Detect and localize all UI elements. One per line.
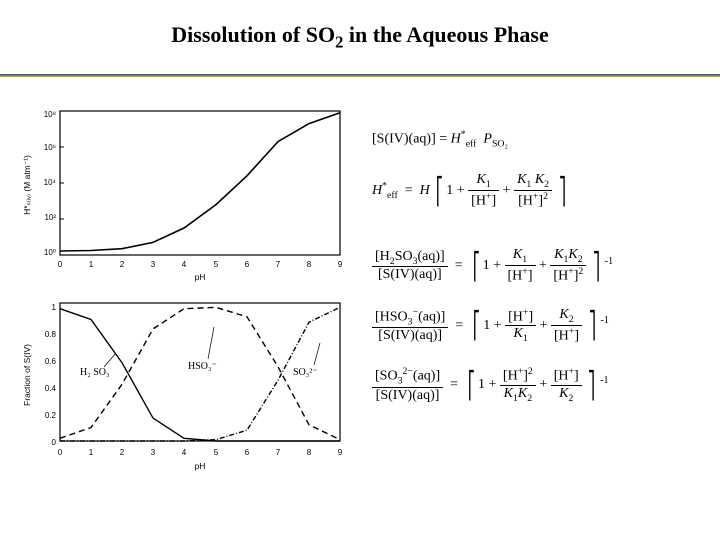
chart1-x-ticks: 0 1 2 3 4 5 6 7 8 9 [58,260,343,269]
eq-so3-fraction: [SO32−(aq)][S(IV)(aq)] = ⎡1 + [H+]2K1K2 … [372,366,702,403]
svg-text:0.4: 0.4 [45,384,57,393]
eq-siv-total: [S(IV)(aq)] = H*eff PSO₂ [372,129,702,149]
henry-constant-chart: 10⁰ 10² 10⁴ 10⁶ 10⁸ 0 1 2 3 [18,103,352,283]
chart1-xlabel: pH [195,272,206,282]
svg-text:0: 0 [58,448,63,457]
svg-text:1: 1 [89,448,94,457]
exp-neg1-b: -1 [601,315,609,326]
svg-text:0.2: 0.2 [45,411,57,420]
svg-text:1: 1 [52,303,57,312]
label-so3: SO₃²⁻ [293,367,318,378]
svg-text:0.8: 0.8 [45,330,57,339]
svg-text:4: 4 [182,260,187,269]
label-hso3: HSO₃⁻ [188,361,217,372]
speciation-chart: 0 0.2 0.4 0.6 0.8 1 0 1 2 3 4 5 6 7 [18,297,352,472]
svg-text:10⁰: 10⁰ [44,248,56,257]
svg-text:9: 9 [338,448,343,457]
chart2-xlabel: pH [195,461,206,471]
svg-text:10⁶: 10⁶ [44,143,56,152]
chart1-ylabel: H*ₛ₍ᵢᵥ₎ (M atm⁻¹) [22,155,32,215]
eq-hso3-fraction: [HSO3−(aq)][S(IV)(aq)] = ⎡1 + [H+]K1 + K… [372,307,702,344]
svg-text:6: 6 [245,448,250,457]
chart2-svg: 0 0.2 0.4 0.6 0.8 1 0 1 2 3 4 5 6 7 [18,297,352,472]
equations-column: [S(IV)(aq)] = H*eff PSO₂ H*eff = H ⎡1 + … [366,103,702,472]
svg-text:0: 0 [58,260,63,269]
svg-text:8: 8 [307,448,312,457]
content-row: 10⁰ 10² 10⁴ 10⁶ 10⁸ 0 1 2 3 [0,77,720,472]
charts-column: 10⁰ 10² 10⁴ 10⁶ 10⁸ 0 1 2 3 [18,103,352,472]
svg-text:7: 7 [276,260,281,269]
exp-neg1-a: -1 [605,256,613,267]
svg-text:6: 6 [245,260,250,269]
page-title: Dissolution of SO2 in the Aqueous Phase [0,0,720,64]
svg-text:8: 8 [307,260,312,269]
svg-text:10⁴: 10⁴ [44,178,57,187]
svg-text:3: 3 [151,448,156,457]
svg-text:10⁸: 10⁸ [44,110,56,119]
chart2-ylabel: Fraction of S(IV) [22,344,32,406]
svg-text:0.6: 0.6 [45,357,57,366]
svg-text:7: 7 [276,448,281,457]
title-c: in the Aqueous Phase [343,22,548,47]
title-a: Dissolution of SO [171,22,335,47]
exp-neg1-c: -1 [600,375,608,386]
svg-text:1: 1 [89,260,94,269]
svg-text:2: 2 [120,260,125,269]
svg-text:4: 4 [182,448,187,457]
svg-text:10²: 10² [44,213,56,222]
svg-text:2: 2 [120,448,125,457]
label-h2so3: H₂ SO₃ [80,367,109,378]
eq-heff: H*eff = H ⎡1 + K1[H+] + K1 K2[H+]2 ⎤ [372,172,702,209]
eq-h2so3-fraction: [H2SO3(aq)][S(IV)(aq)] = ⎡1 + K1[H+] + K… [372,247,702,284]
svg-text:3: 3 [151,260,156,269]
svg-text:0: 0 [52,438,57,447]
chart1-svg: 10⁰ 10² 10⁴ 10⁶ 10⁸ 0 1 2 3 [18,103,352,283]
svg-text:9: 9 [338,260,343,269]
svg-text:5: 5 [214,448,219,457]
svg-text:5: 5 [214,260,219,269]
